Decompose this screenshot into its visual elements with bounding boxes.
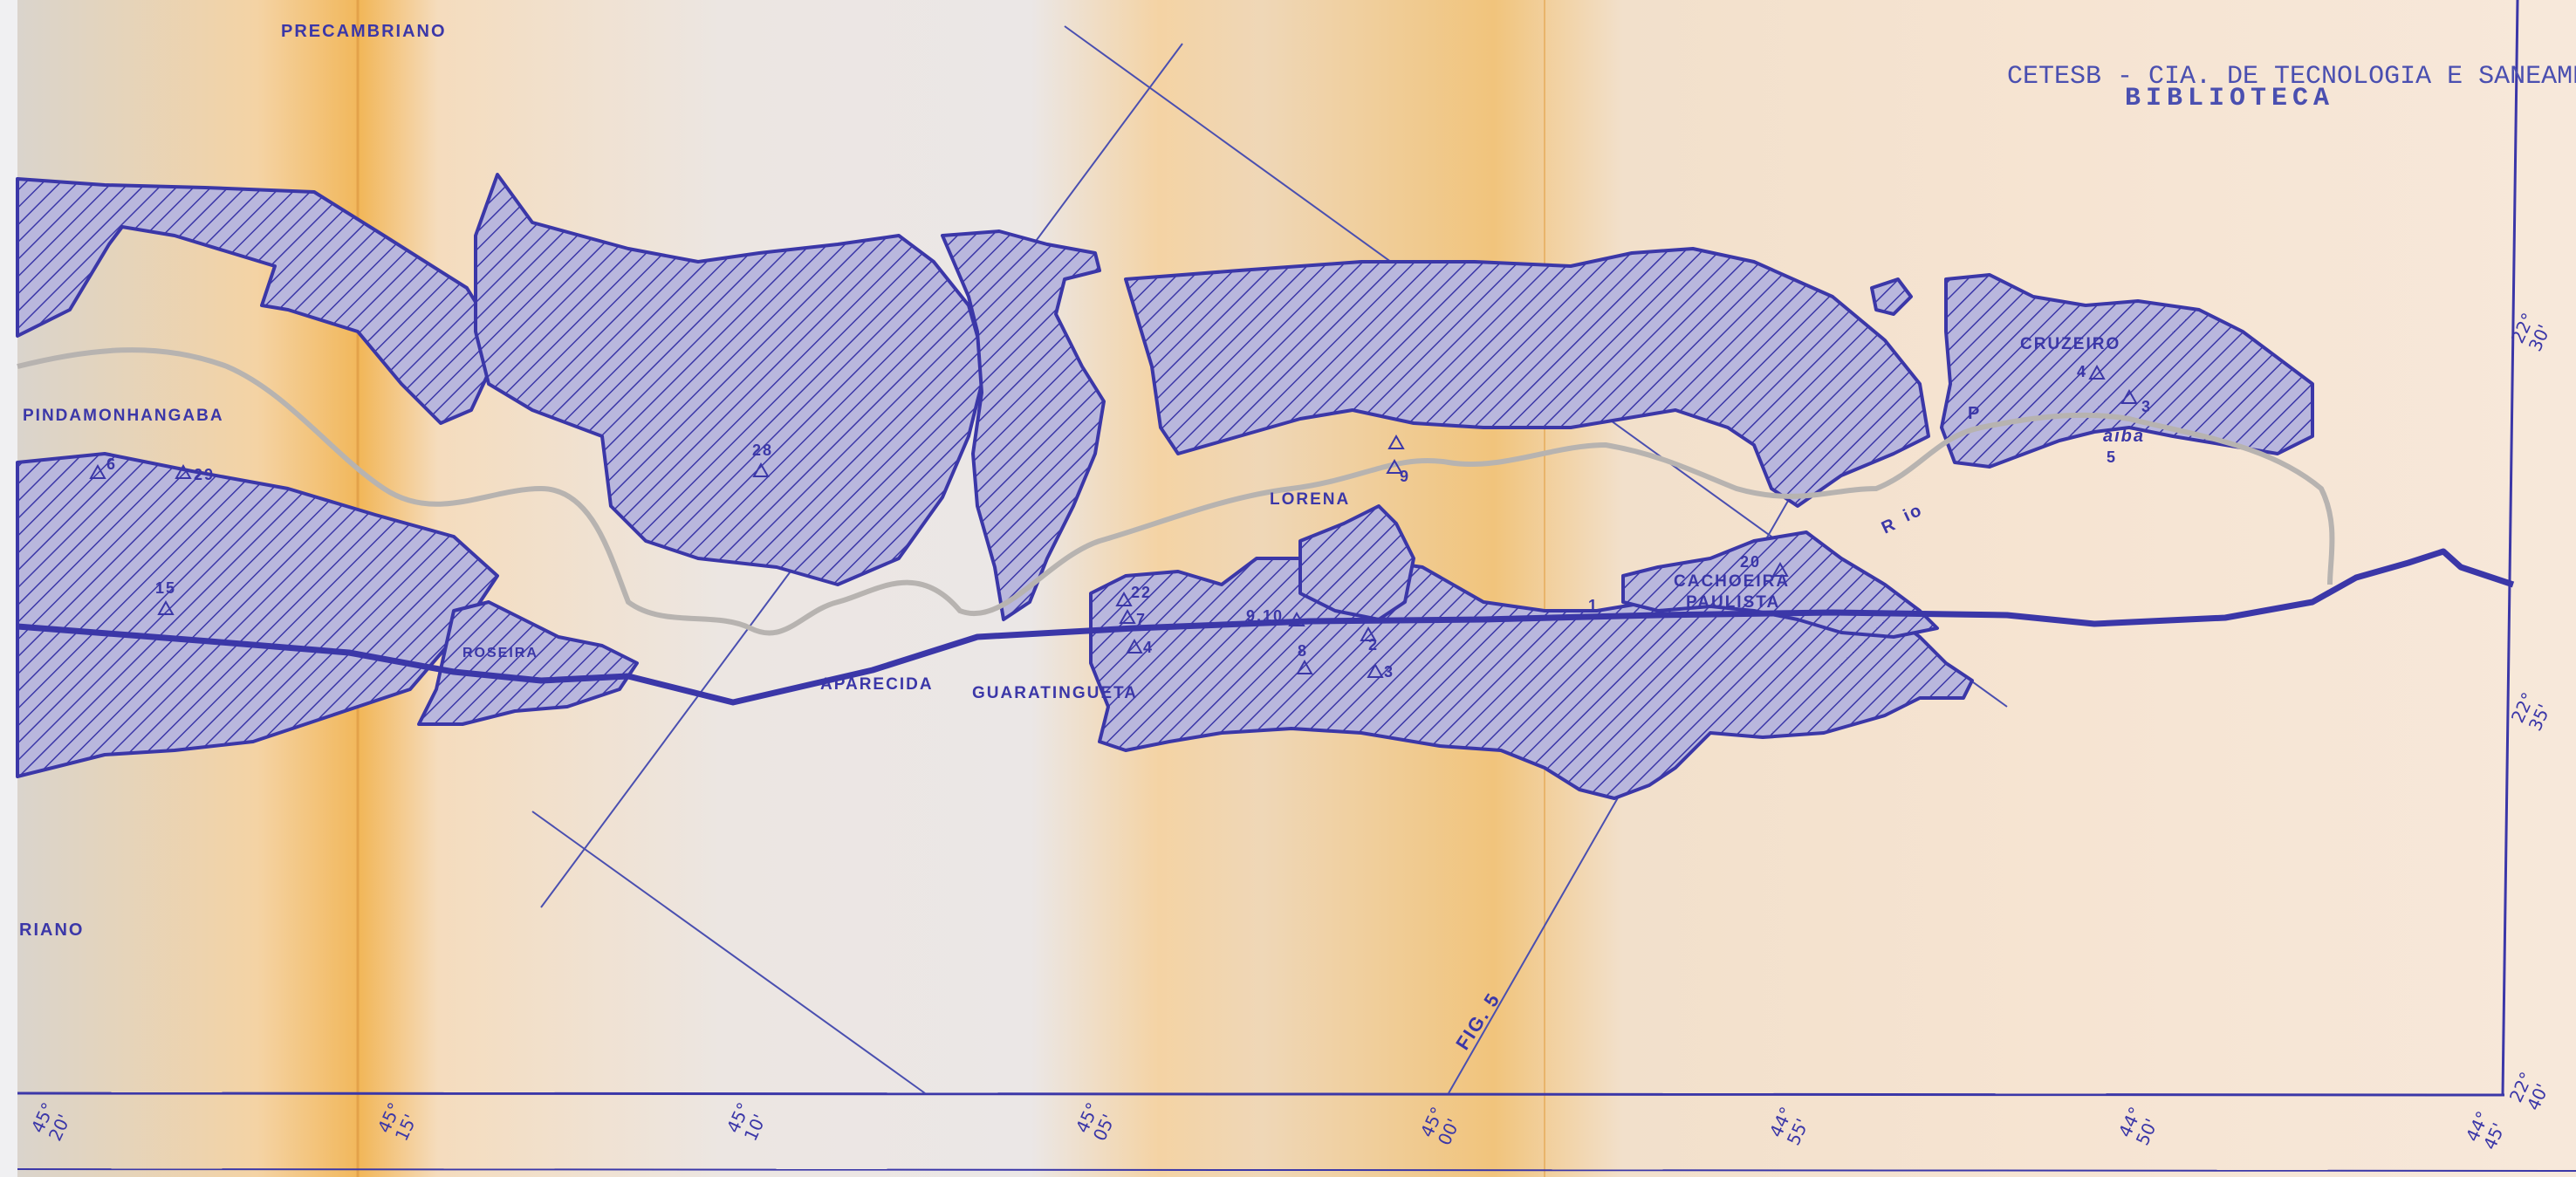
triangle-marker bbox=[175, 463, 192, 479]
triangle-marker bbox=[1387, 434, 1405, 449]
point-label: 1 bbox=[1588, 597, 1599, 614]
point-label: 20 bbox=[1740, 553, 1761, 571]
point-label: 8 bbox=[1298, 642, 1308, 660]
point-label: 22 bbox=[1131, 584, 1152, 601]
point-label: 9 bbox=[1400, 468, 1410, 485]
frame-right bbox=[2501, 0, 2519, 1096]
triangle-marker bbox=[1367, 662, 1384, 678]
sample-point-markers bbox=[89, 364, 2138, 678]
triangle-marker bbox=[89, 463, 106, 479]
triangle-marker bbox=[1296, 659, 1313, 674]
frame-bottom bbox=[17, 1091, 2505, 1097]
label-river-p: P bbox=[1968, 404, 1981, 423]
label-precambriano-left: RIANO bbox=[19, 920, 84, 940]
triangle-marker bbox=[1386, 458, 1403, 474]
figure-line bbox=[531, 811, 926, 1094]
label-roseira: ROSEIRA bbox=[462, 646, 538, 660]
triangle-marker bbox=[2088, 364, 2106, 380]
left-edge-strip bbox=[0, 0, 17, 1177]
triangle-marker bbox=[1119, 608, 1136, 624]
label-paulista: PAULISTA bbox=[1686, 593, 1780, 612]
point-label: 3 bbox=[2141, 398, 2152, 415]
point-label: 9,10 bbox=[1246, 607, 1284, 625]
triangle-marker bbox=[1360, 626, 1377, 641]
label-aparecida: APARECIDA bbox=[820, 675, 934, 694]
label-cruzeiro: CRUZEIRO bbox=[2020, 335, 2120, 353]
unit-west-south bbox=[16, 452, 499, 778]
triangle-marker bbox=[2120, 388, 2138, 404]
point-label: 4 bbox=[2077, 363, 2087, 380]
unit-roseira bbox=[417, 600, 639, 726]
unit-central-north bbox=[474, 173, 988, 586]
triangle-marker bbox=[157, 599, 175, 615]
label-river-aiba: aiba bbox=[2103, 427, 2145, 446]
point-label: 15 bbox=[155, 579, 176, 597]
point-label: 2 bbox=[1368, 636, 1379, 654]
railway-line bbox=[17, 548, 2515, 706]
river-paraiba bbox=[17, 347, 2335, 636]
label-pindamonhangaba: PINDAMONHANGABA bbox=[23, 407, 224, 425]
point-label: 4 bbox=[1143, 639, 1154, 656]
triangle-marker bbox=[1771, 561, 1789, 577]
frame-bottom-outer bbox=[17, 1168, 2576, 1172]
point-label: 7 bbox=[1136, 611, 1147, 628]
point-label: 29 bbox=[194, 466, 215, 483]
triangle-marker bbox=[1126, 638, 1143, 654]
label-guaratingueta: GUARATINGUETA bbox=[972, 684, 1138, 702]
stamp-company: CETESB - CIA. DE TECNOLOGIA E SANEAMENTO… bbox=[2007, 62, 2576, 92]
unit-aparecida-strip bbox=[941, 229, 1106, 621]
point-label: 5 bbox=[2107, 448, 2117, 466]
label-precambriano-top: PRECAMBRIANO bbox=[281, 22, 447, 41]
triangle-marker bbox=[752, 462, 770, 477]
label-lorena: LORENA bbox=[1270, 490, 1350, 509]
point-label: 3 bbox=[1384, 663, 1394, 681]
triangle-marker bbox=[1115, 591, 1133, 606]
triangle-marker bbox=[1288, 611, 1305, 626]
label-cachoeira: CACHOEIRA bbox=[1674, 572, 1790, 591]
unit-northwest bbox=[16, 177, 504, 425]
stamp-library: BIBLIOTECA bbox=[2125, 84, 2334, 113]
point-label: 6 bbox=[106, 455, 117, 473]
unit-islet bbox=[1870, 277, 1913, 316]
unit-lorena-block bbox=[1298, 504, 1415, 621]
point-label: 28 bbox=[752, 441, 773, 459]
